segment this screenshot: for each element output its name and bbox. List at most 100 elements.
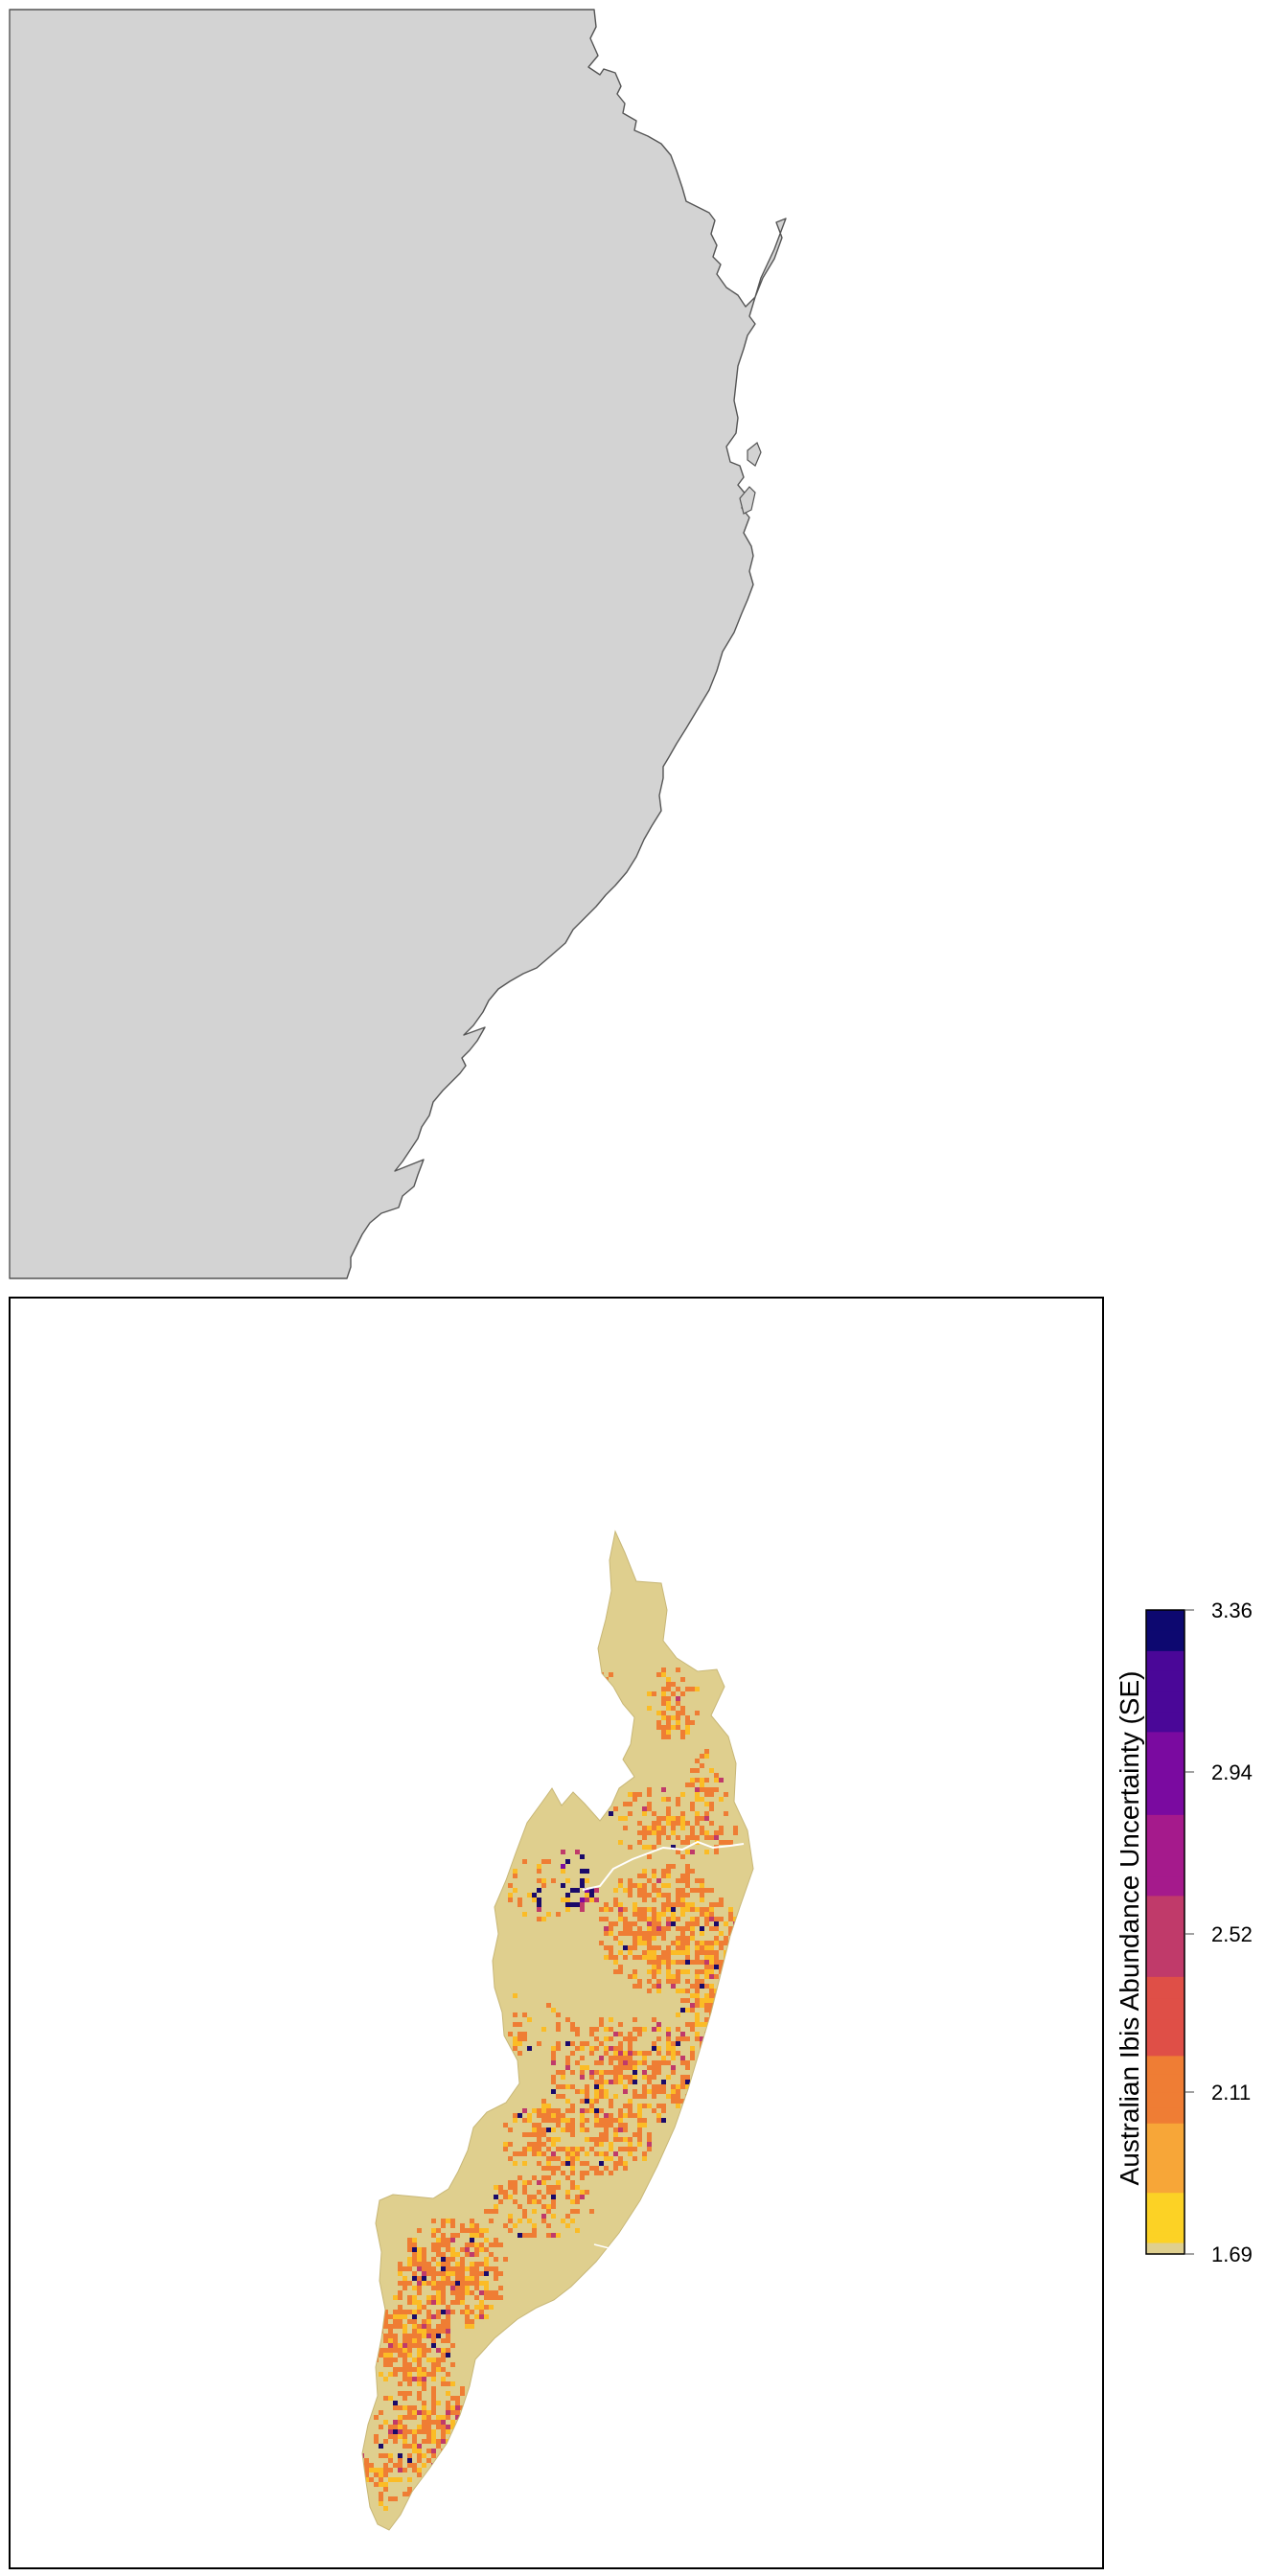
uncertainty-cell bbox=[680, 1926, 685, 1931]
uncertainty-cell bbox=[652, 2041, 656, 2046]
uncertainty-cell bbox=[637, 1917, 642, 1921]
uncertainty-cell bbox=[417, 2362, 422, 2367]
uncertainty-cell bbox=[666, 1907, 671, 1912]
uncertainty-cell bbox=[628, 1792, 632, 1797]
uncertainty-cell bbox=[570, 2132, 575, 2137]
uncertainty-cell bbox=[724, 1941, 728, 1945]
uncertainty-cell bbox=[618, 1840, 623, 1845]
uncertainty-cell bbox=[561, 2113, 565, 2118]
uncertainty-cell bbox=[609, 2142, 613, 2147]
uncertainty-cell bbox=[719, 1902, 724, 1907]
uncertainty-cell bbox=[671, 1845, 676, 1850]
uncertainty-cell bbox=[494, 2195, 498, 2199]
uncertainty-cell bbox=[719, 1830, 724, 1835]
uncertainty-cell bbox=[455, 2281, 460, 2286]
uncertainty-cell bbox=[690, 2027, 695, 2032]
uncertainty-cell bbox=[709, 2003, 714, 2008]
uncertainty-cell bbox=[652, 2046, 656, 2051]
uncertainty-cell bbox=[604, 1931, 609, 1936]
uncertainty-cell bbox=[556, 1912, 561, 1917]
uncertainty-cell bbox=[460, 2310, 465, 2314]
uncertainty-cell bbox=[676, 1802, 680, 1806]
uncertainty-cell bbox=[700, 1816, 704, 1821]
uncertainty-cell bbox=[637, 1830, 642, 1835]
uncertainty-cell bbox=[680, 1931, 685, 1936]
uncertainty-cell bbox=[455, 2276, 460, 2281]
uncertainty-cell bbox=[642, 1811, 647, 1816]
uncertainty-cell bbox=[575, 2089, 580, 2094]
uncertainty-cell bbox=[498, 2286, 503, 2290]
uncertainty-cell bbox=[422, 2425, 426, 2429]
uncertainty-cell bbox=[541, 1917, 546, 1921]
uncertainty-cell bbox=[676, 2099, 680, 2104]
uncertainty-cell bbox=[527, 2046, 532, 2051]
uncertainty-cell bbox=[537, 2199, 541, 2204]
uncertainty-cell bbox=[700, 1878, 704, 1883]
uncertainty-cell bbox=[522, 1859, 527, 1864]
uncertainty-cell bbox=[623, 1907, 628, 1912]
uncertainty-cell bbox=[647, 2104, 652, 2108]
uncertainty-cell bbox=[671, 2046, 676, 2051]
uncertainty-cell bbox=[575, 2060, 580, 2065]
uncertainty-cell bbox=[393, 2420, 398, 2425]
uncertainty-cell bbox=[436, 2281, 441, 2286]
uncertainty-cell bbox=[422, 2353, 426, 2358]
uncertainty-cell bbox=[685, 1869, 690, 1874]
uncertainty-cell bbox=[580, 2056, 585, 2060]
uncertainty-cell bbox=[700, 1883, 704, 1888]
uncertainty-cell bbox=[513, 2223, 518, 2228]
uncertainty-cell bbox=[417, 2334, 422, 2338]
uncertainty-cell bbox=[613, 2161, 618, 2166]
uncertainty-cell bbox=[709, 1917, 714, 1921]
uncertainty-cell bbox=[656, 1711, 661, 1715]
uncertainty-cell bbox=[656, 1821, 661, 1826]
uncertainty-cell bbox=[652, 2017, 656, 2022]
uncertainty-cell bbox=[604, 2080, 609, 2084]
uncertainty-cell bbox=[460, 2290, 465, 2295]
uncertainty-cell bbox=[379, 2468, 383, 2472]
uncertainty-cell bbox=[546, 2104, 551, 2108]
uncertainty-cell bbox=[417, 2358, 422, 2362]
uncertainty-cell bbox=[470, 2228, 474, 2233]
uncertainty-cell bbox=[709, 1835, 714, 1840]
uncertainty-cell bbox=[604, 2027, 609, 2032]
uncertainty-cell bbox=[489, 2252, 494, 2257]
uncertainty-cell bbox=[676, 1696, 680, 1701]
uncertainty-cell bbox=[565, 2118, 570, 2123]
uncertainty-cell bbox=[618, 2123, 623, 2128]
uncertainty-cell bbox=[637, 1907, 642, 1912]
uncertainty-cell bbox=[604, 2123, 609, 2128]
uncertainty-cell bbox=[656, 2046, 661, 2051]
uncertainty-cell bbox=[388, 2477, 393, 2482]
uncertainty-cell bbox=[685, 1989, 690, 1993]
uncertainty-cell bbox=[594, 2036, 599, 2041]
uncertainty-cell bbox=[666, 2027, 671, 2032]
uncertainty-cell bbox=[599, 2017, 604, 2022]
uncertainty-cell bbox=[446, 2401, 450, 2405]
uncertainty-cell bbox=[676, 1979, 680, 1984]
uncertainty-cell bbox=[613, 2075, 618, 2080]
uncertainty-cell bbox=[407, 2444, 412, 2449]
uncertainty-cell bbox=[398, 2367, 402, 2372]
uncertainty-cell bbox=[709, 1993, 714, 1998]
uncertainty-cell bbox=[474, 2276, 479, 2281]
uncertainty-cell bbox=[575, 2228, 580, 2233]
colorbar-segment bbox=[1146, 2107, 1184, 2124]
uncertainty-cell bbox=[656, 1826, 661, 1830]
uncertainty-cell bbox=[666, 1893, 671, 1898]
uncertainty-cell bbox=[594, 1888, 599, 1893]
uncertainty-cell bbox=[656, 2060, 661, 2065]
uncertainty-cell bbox=[379, 2492, 383, 2496]
uncertainty-cell bbox=[398, 2415, 402, 2420]
uncertainty-cell bbox=[546, 2185, 551, 2190]
uncertainty-cell bbox=[474, 2223, 479, 2228]
uncertainty-cell bbox=[676, 2051, 680, 2056]
uncertainty-cell bbox=[446, 2410, 450, 2415]
uncertainty-cell bbox=[661, 1701, 666, 1706]
uncertainty-cell bbox=[690, 1888, 695, 1893]
uncertainty-cell bbox=[680, 1950, 685, 1955]
uncertainty-cell bbox=[585, 2089, 589, 2094]
uncertainty-cell bbox=[719, 1840, 724, 1845]
uncertainty-cell bbox=[704, 1998, 709, 2003]
